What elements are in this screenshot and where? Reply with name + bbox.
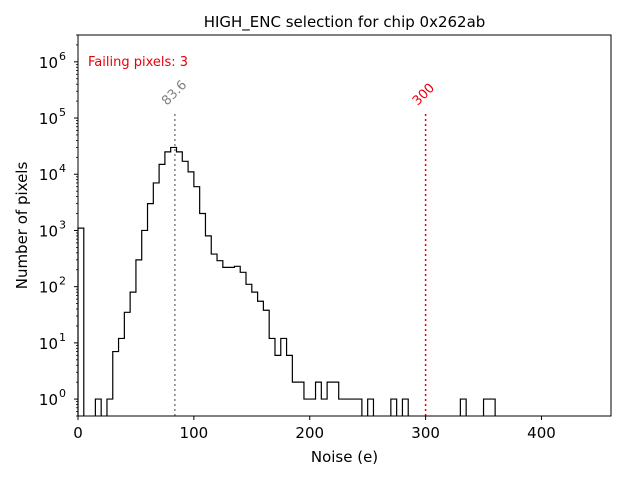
- y-tick-exponent-3: 3: [59, 218, 66, 231]
- x-tick-label-4: 400: [527, 424, 556, 442]
- x-tick-label-3: 300: [411, 424, 440, 442]
- y-tick-exponent-1: 1: [59, 331, 66, 344]
- x-tick-label-0: 0: [73, 424, 83, 442]
- histogram-outline: [77, 146, 496, 416]
- y-tick-label-5: 10: [39, 110, 58, 128]
- chart-title: HIGH_ENC selection for chip 0x262ab: [204, 13, 486, 32]
- y-tick-label-4: 10: [39, 166, 58, 184]
- y-tick-exponent-5: 5: [59, 106, 66, 119]
- x-tick-label-1: 100: [180, 424, 209, 442]
- failing-pixels-annotation: Failing pixels: 3: [88, 55, 188, 70]
- y-tick-label-2: 10: [39, 279, 58, 297]
- y-tick-exponent-2: 2: [59, 275, 66, 288]
- y-tick-exponent-0: 0: [59, 387, 66, 400]
- x-axis: 0 100 200 300 400: [73, 416, 556, 442]
- x-tick-label-2: 200: [295, 424, 324, 442]
- y-tick-label-3: 10: [39, 222, 58, 240]
- y-axis-label: Number of pixels: [13, 162, 31, 290]
- y-tick-label-6: 10: [39, 54, 58, 72]
- y-tick-label-0: 10: [39, 391, 58, 409]
- y-tick-exponent-6: 6: [59, 50, 66, 63]
- y-tick-exponent-4: 4: [59, 162, 66, 175]
- y-tick-label-1: 10: [39, 335, 58, 353]
- x-axis-label: Noise (e): [311, 448, 378, 466]
- plot-area: [78, 35, 611, 416]
- plot-frame: [77, 34, 612, 417]
